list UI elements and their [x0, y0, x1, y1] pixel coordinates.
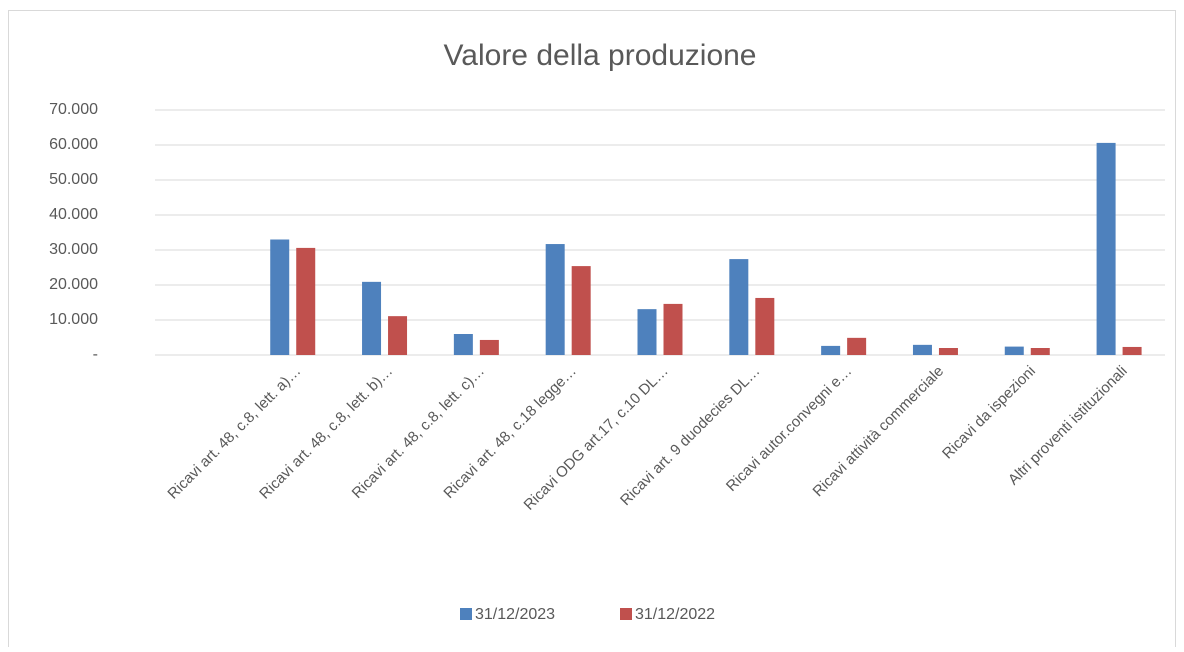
y-tick-label: 30.000 — [49, 241, 98, 258]
legend-swatch — [620, 608, 632, 620]
bar — [1030, 348, 1050, 355]
chart-border — [8, 10, 1176, 651]
legend-label: 31/12/2023 — [475, 606, 555, 623]
bar — [270, 239, 290, 355]
y-tick-label: 70.000 — [49, 101, 98, 118]
bar — [571, 266, 591, 355]
bar — [938, 348, 958, 355]
bar — [637, 309, 657, 355]
bar — [296, 247, 316, 355]
bar — [545, 244, 565, 355]
legend-swatch — [460, 608, 472, 620]
bar — [663, 303, 683, 355]
bar — [821, 345, 841, 355]
bar — [479, 339, 499, 355]
chart-title: Valore della produzione — [444, 39, 757, 72]
bar — [388, 316, 408, 355]
bar — [1122, 346, 1142, 355]
y-tick-label: 40.000 — [49, 206, 98, 223]
y-tick-label: 10.000 — [49, 311, 98, 328]
bar — [362, 281, 382, 355]
y-tick-label: 60.000 — [49, 136, 98, 153]
y-tick-label: 20.000 — [49, 276, 98, 293]
bar — [847, 337, 867, 355]
bar — [912, 344, 932, 355]
bar — [453, 334, 473, 355]
bar — [1004, 346, 1024, 355]
bar — [1096, 142, 1116, 355]
y-tick-label: 50.000 — [49, 171, 98, 188]
bar — [729, 259, 749, 355]
bar — [755, 297, 775, 355]
legend-label: 31/12/2022 — [635, 606, 715, 623]
y-tick-label: - — [93, 346, 98, 363]
